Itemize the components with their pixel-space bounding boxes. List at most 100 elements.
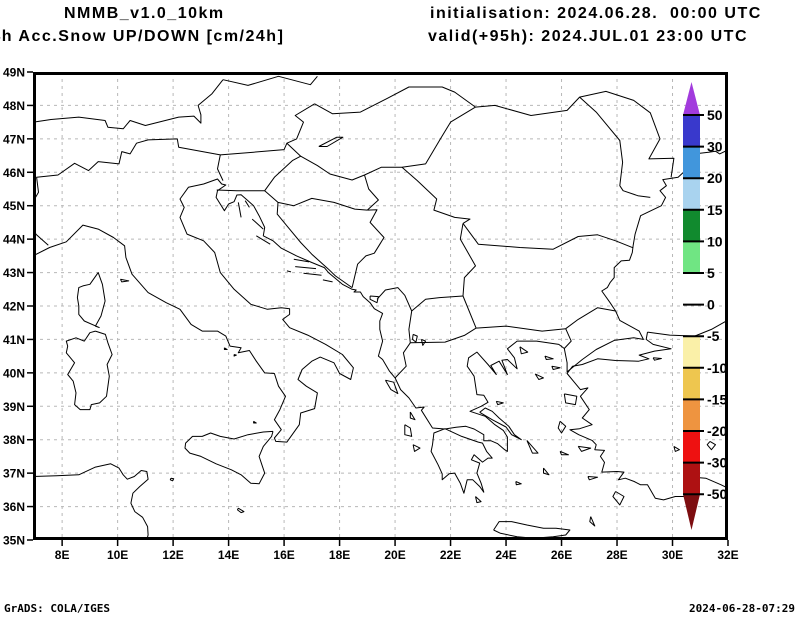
grads-credit: GrADS: COLA/IGES bbox=[4, 602, 110, 615]
coastline-path bbox=[526, 440, 539, 454]
colorbar-tick-label: -20 bbox=[707, 423, 727, 439]
lon-tick-label: 14E bbox=[218, 548, 239, 562]
coastline-path bbox=[33, 463, 149, 540]
coastline-path bbox=[412, 444, 421, 452]
coastline-path bbox=[251, 218, 264, 230]
coastline-path bbox=[430, 428, 493, 494]
lon-tick-label: 8E bbox=[55, 548, 70, 562]
border-path bbox=[394, 342, 411, 379]
lon-tick-label: 26E bbox=[551, 548, 572, 562]
lon-tick-label: 30E bbox=[662, 548, 683, 562]
map-layer bbox=[33, 72, 728, 540]
coastline-path bbox=[587, 476, 599, 481]
lake-path bbox=[318, 136, 344, 147]
lon-tick-label: 16E bbox=[273, 548, 294, 562]
colorbar-segment bbox=[683, 336, 700, 368]
coastline-path bbox=[404, 424, 413, 437]
border-path bbox=[222, 75, 318, 86]
border-path bbox=[376, 287, 413, 312]
map-frame bbox=[33, 72, 728, 540]
coastline-path bbox=[76, 272, 106, 329]
colorbar-tick-label: -50 bbox=[707, 486, 727, 502]
lat-tick-label: 35N bbox=[3, 534, 25, 548]
coastline-path bbox=[409, 411, 416, 421]
coastline-path bbox=[559, 450, 569, 456]
lat-tick-label: 44N bbox=[3, 233, 25, 247]
lon-tick-label: 24E bbox=[495, 548, 516, 562]
coastline-path bbox=[493, 521, 571, 539]
colorbar-tick-label: 0 bbox=[707, 297, 715, 313]
colorbar-tick-label: 20 bbox=[707, 170, 723, 186]
border-path bbox=[459, 223, 476, 297]
border-path bbox=[462, 295, 477, 329]
colorbar-segment bbox=[683, 241, 700, 273]
lon-tick-label: 10E bbox=[107, 548, 128, 562]
lake-path bbox=[369, 295, 379, 304]
colorbar-segment bbox=[683, 178, 700, 210]
colorbar-segment bbox=[683, 146, 700, 179]
border-path bbox=[408, 295, 464, 343]
border-path bbox=[33, 79, 224, 130]
colorbar-above-triangle bbox=[683, 82, 700, 115]
border-path bbox=[351, 209, 385, 288]
lat-tick-label: 49N bbox=[3, 66, 25, 80]
lon-tick-label: 20E bbox=[384, 548, 405, 562]
coastline-path bbox=[543, 467, 550, 476]
lon-tick-label: 32E bbox=[717, 548, 738, 562]
border-path bbox=[565, 307, 616, 330]
border-path bbox=[401, 166, 471, 224]
init-time-label: initialisation: 2024.06.28. 00:00 UTC bbox=[430, 5, 762, 22]
lake-path bbox=[420, 338, 427, 346]
coastline-path bbox=[495, 400, 504, 406]
coastline-path bbox=[475, 496, 482, 504]
colorbar-segment bbox=[683, 115, 700, 147]
colorbar-segment bbox=[683, 367, 700, 400]
coastline-path bbox=[322, 279, 333, 283]
border-path bbox=[286, 86, 476, 181]
coastline-path bbox=[184, 430, 274, 485]
lon-tick-label: 28E bbox=[606, 548, 627, 562]
creation-timestamp: 2024-06-28-07:29 bbox=[689, 602, 795, 615]
border-path bbox=[579, 90, 675, 178]
lake-path bbox=[652, 357, 662, 361]
lat-tick-label: 43N bbox=[3, 266, 25, 280]
border-path bbox=[216, 155, 301, 192]
coastline-path bbox=[293, 258, 310, 263]
lat-tick-label: 41N bbox=[3, 333, 25, 347]
colorbar-segment bbox=[683, 209, 700, 242]
coastline-path bbox=[65, 330, 113, 411]
coastline-path bbox=[534, 373, 544, 380]
lat-tick-label: 46N bbox=[3, 166, 25, 180]
coastline-path bbox=[589, 516, 596, 527]
coastline-path bbox=[557, 420, 567, 434]
coastline-path bbox=[384, 379, 399, 395]
lake-path bbox=[412, 333, 418, 343]
colorbar-below-triangle bbox=[683, 494, 700, 530]
colorbar-tick-label: 30 bbox=[707, 139, 723, 155]
colorbar-segment bbox=[683, 431, 700, 463]
coastline-path bbox=[479, 407, 522, 441]
lon-tick-label: 12E bbox=[162, 548, 183, 562]
coastline-path bbox=[223, 347, 228, 350]
colorbar-tick-label: 15 bbox=[707, 202, 723, 218]
border-path bbox=[276, 202, 353, 289]
border-path bbox=[475, 96, 651, 198]
coastline-path bbox=[119, 278, 130, 283]
lake-path bbox=[706, 440, 716, 451]
lake-path bbox=[673, 445, 680, 452]
colorbar-tick-label: -15 bbox=[707, 391, 727, 407]
coastline-path bbox=[544, 355, 554, 360]
coastline-path bbox=[577, 445, 592, 452]
coastline-path bbox=[233, 354, 237, 357]
lon-tick-label: 22E bbox=[440, 548, 461, 562]
colorbar-tick-label: 5 bbox=[707, 265, 715, 281]
coastline-path bbox=[566, 332, 728, 501]
lat-tick-label: 42N bbox=[3, 300, 25, 314]
coastline-path bbox=[169, 477, 175, 482]
coastline-path bbox=[515, 481, 522, 486]
colorbar-tick-label: 10 bbox=[707, 233, 723, 249]
coastline-path bbox=[256, 235, 271, 245]
model-title: NMMB_v1.0_10km bbox=[64, 5, 225, 22]
border-path bbox=[462, 223, 634, 250]
coastline-path bbox=[33, 150, 728, 452]
